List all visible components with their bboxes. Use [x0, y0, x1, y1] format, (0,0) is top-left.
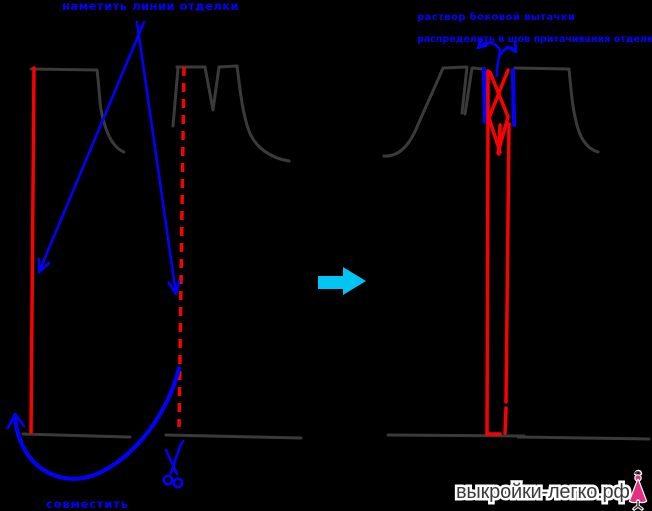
left-annotations: наметить линии отделки совместить	[6, 0, 239, 511]
piece2-waist-edge-right	[217, 64, 239, 69]
scissors-icon	[162, 439, 185, 489]
right-arrow-icon	[318, 267, 366, 295]
left-pattern-pieces	[21, 64, 303, 440]
pointer-arrow-2	[135, 20, 178, 296]
piece1-waist-edge	[29, 67, 99, 72]
piece1-side-seam-curve	[95, 68, 126, 154]
align-label: совместить	[46, 497, 129, 511]
mannequin-icon	[628, 469, 648, 511]
closed-dart-leg-1	[460, 65, 469, 115]
piece2-side-seam-curve	[235, 64, 291, 163]
watermark: выкройки-легко.рф	[454, 469, 648, 511]
left-hem-line-b	[164, 433, 303, 440]
seam-line-red-right-a	[504, 122, 511, 404]
left-title: наметить линии отделки	[62, 0, 239, 13]
piece2-dart-notch	[203, 65, 221, 112]
piece2-side-edge	[171, 66, 180, 128]
right-hem-line-b	[516, 435, 651, 441]
right-seam-and-dart-marks	[476, 37, 518, 436]
seam-edge-blue-right	[510, 67, 517, 128]
seam-line-red-right-b	[503, 406, 508, 435]
right-hem-line-a	[386, 433, 526, 438]
pointer-arrow-1	[37, 20, 146, 274]
seam-line-red-left	[485, 117, 490, 436]
pointer-arrow-1-head	[37, 257, 51, 274]
seam-edge-blue-left	[481, 66, 488, 125]
decoration-line-dashed	[177, 66, 186, 428]
dart-cross-red	[486, 68, 510, 156]
pointer-arrow-2-head	[167, 279, 181, 296]
align-curved-arrow-head	[6, 412, 26, 430]
note-line-1: раствор боковой вытачки	[417, 11, 575, 23]
note-line-2: распределить в шов притачивания отделки	[417, 34, 652, 45]
right-annotations: раствор боковой вытачки распределить в ш…	[417, 11, 652, 45]
watermark-text: выкройки-легко.рф	[456, 481, 630, 503]
decoration-line-solid	[29, 66, 36, 434]
distribute-arrows	[476, 37, 518, 78]
right-pattern-outline	[382, 65, 651, 441]
right-waist-edge-c	[513, 66, 571, 71]
right-waist-edge-b	[471, 66, 485, 71]
closed-dart-leg-2	[463, 66, 474, 116]
right-waist-edge-a	[441, 65, 468, 70]
align-curved-arrow	[12, 365, 182, 481]
right-left-side-seam-curve	[382, 66, 445, 158]
right-right-side-seam-curve	[567, 67, 600, 154]
left-hem-line-a	[21, 432, 132, 439]
